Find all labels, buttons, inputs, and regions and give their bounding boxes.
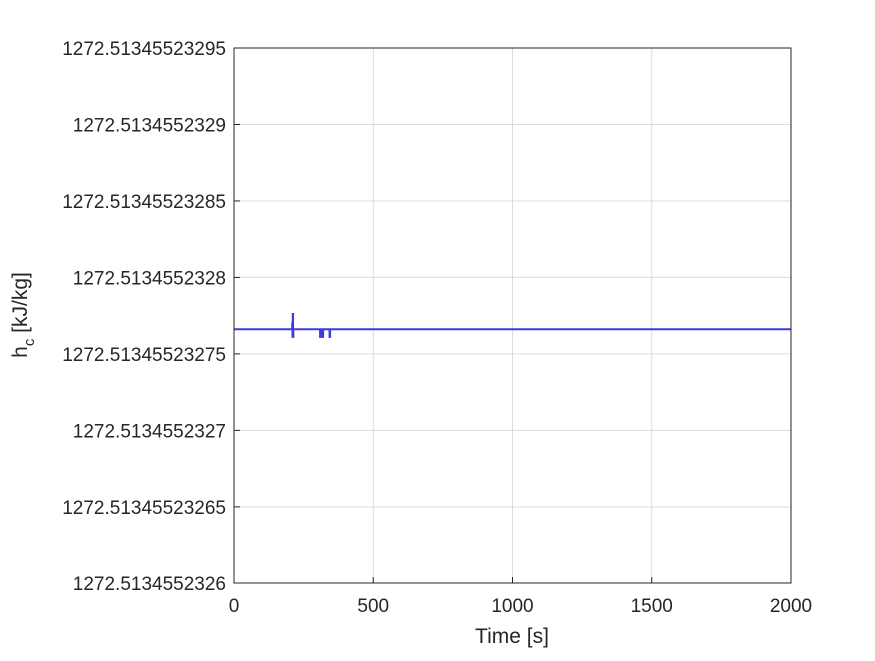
x-tick-label: 2000 xyxy=(770,596,812,617)
y-tick-label: 1272.5134552326 xyxy=(73,574,226,595)
x-tick-label: 500 xyxy=(357,596,389,617)
y-axis-label-main: h xyxy=(9,346,32,358)
y-tick-label: 1272.51345523295 xyxy=(62,39,226,60)
y-axis-ticks: 1272.5134552326 1272.51345523265 1272.5134… xyxy=(62,39,240,595)
x-tick-label: 1500 xyxy=(631,596,673,617)
y-axis-label-unit: [kJ/kg] xyxy=(9,272,32,339)
y-tick-label: 1272.51345523285 xyxy=(62,192,226,213)
y-axis-label-subscript: c xyxy=(21,338,38,346)
x-axis-label: Time [s] xyxy=(475,625,549,648)
series-layer xyxy=(234,312,791,338)
y-axis-label: hc [kJ/kg] xyxy=(9,272,38,358)
y-tick-label: 1272.5134552329 xyxy=(73,115,226,136)
y-tick-label: 1272.51345523275 xyxy=(62,345,226,366)
y-tick-label: 1272.51345523265 xyxy=(62,498,226,519)
y-tick-label: 1272.5134552327 xyxy=(73,421,226,442)
x-axis-ticks: 0 500 1000 1500 2000 xyxy=(229,577,812,617)
x-tick-label: 1000 xyxy=(491,596,533,617)
x-tick-label: 0 xyxy=(229,596,240,617)
series-line xyxy=(234,312,791,338)
y-tick-label: 1272.5134552328 xyxy=(73,268,226,289)
